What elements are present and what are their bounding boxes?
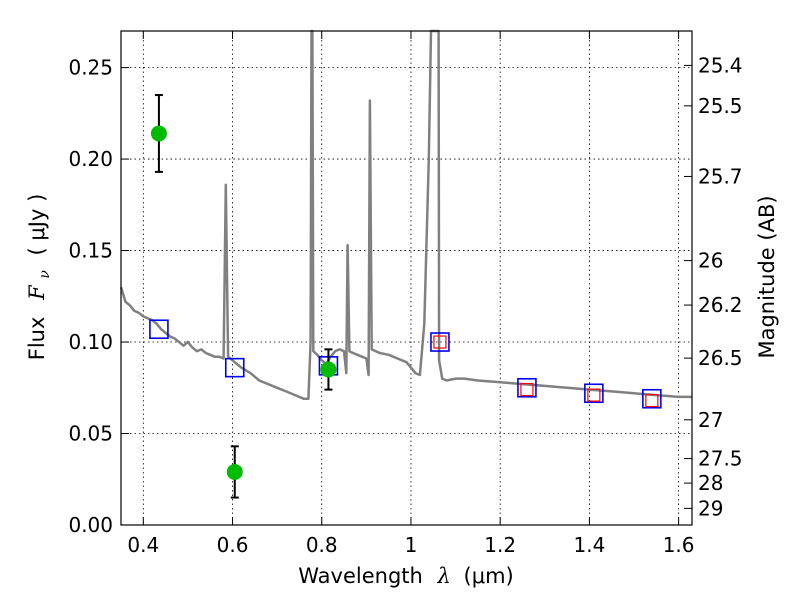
green-data-point xyxy=(150,125,167,142)
x-axis-label: Wavelength λ (μm) xyxy=(298,564,513,588)
blue-square-marker xyxy=(584,383,604,404)
right-tick-label: 27 xyxy=(698,408,723,432)
y-tick-label: 0.05 xyxy=(68,422,113,446)
green-data-point xyxy=(320,361,337,378)
x-tick-label: 0.8 xyxy=(306,533,338,557)
red-square-marker xyxy=(587,388,601,402)
red-square-marker xyxy=(433,335,447,349)
blue-square-marker xyxy=(642,388,662,409)
right-tick-label: 26.5 xyxy=(698,346,743,370)
right-tick-label: 25.4 xyxy=(698,53,743,77)
red-square-marker xyxy=(645,393,659,408)
y-tick-label: 0.00 xyxy=(68,513,113,537)
x-tick-label: 0.6 xyxy=(217,533,249,557)
blue-square-marker xyxy=(430,332,450,352)
blue-square-marker xyxy=(149,319,169,340)
x-tick-label: 1.4 xyxy=(573,533,605,557)
y-tick-label: 0.25 xyxy=(68,56,113,80)
blue-square-marker xyxy=(224,357,245,378)
right-tick-label: 25.5 xyxy=(698,94,743,118)
y-tick-label: 0.20 xyxy=(68,147,113,171)
markers-layer xyxy=(149,94,662,499)
right-tick-label: 26 xyxy=(698,249,723,273)
y-tick-label: 0.15 xyxy=(68,239,113,263)
green-data-point xyxy=(226,463,243,480)
right-tick-label: 25.7 xyxy=(698,164,743,188)
blue-square-marker xyxy=(517,377,537,398)
x-tick-label: 1.6 xyxy=(663,533,695,557)
x-tick-label: 1 xyxy=(405,533,418,557)
right-tick-label: 29 xyxy=(698,496,723,520)
x-tick-label: 1.2 xyxy=(484,533,516,557)
right-tick-label: 26.2 xyxy=(698,293,743,317)
y-tick-label: 0.10 xyxy=(68,330,113,354)
right-tick-label: 27.5 xyxy=(698,447,743,471)
y-axis-label: Flux F ν ( μJy ) xyxy=(25,194,54,361)
plot-frame xyxy=(120,30,693,526)
right-tick-label: 28 xyxy=(698,471,723,495)
spectrum-layer xyxy=(119,29,692,401)
right-y-axis-label: Magnitude (AB) xyxy=(755,195,779,358)
spectrum-line xyxy=(119,29,692,401)
red-square-marker xyxy=(520,383,534,397)
ticks-layer: 0.4 0.6 0.8 1 1.2 1.4 1.6 0.00 0.05 0.10 0.15 0.20 0… xyxy=(68,31,743,557)
x-tick-label: 0.4 xyxy=(127,533,159,557)
